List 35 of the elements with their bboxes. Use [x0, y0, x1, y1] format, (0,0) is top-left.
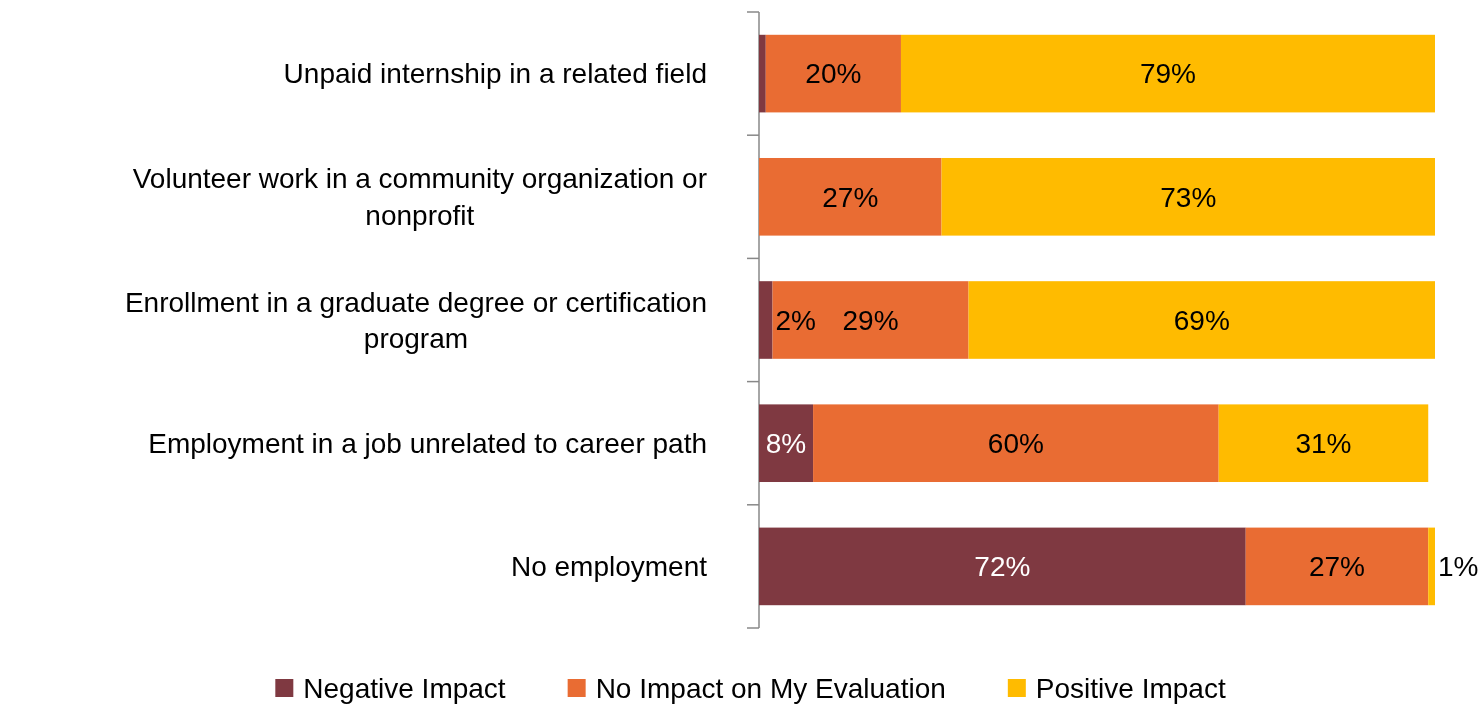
data-label: 73%: [1160, 181, 1217, 213]
data-label: 27%: [1308, 551, 1365, 583]
bar: [759, 157, 942, 236]
bar: [759, 34, 766, 113]
data-label: 20%: [805, 58, 862, 90]
bar: [759, 527, 1246, 606]
data-label: 1%: [1438, 551, 1479, 583]
bar: [1428, 527, 1435, 606]
data-label: 69%: [1173, 304, 1230, 336]
data-label: 8%: [765, 428, 807, 459]
data-label: 2%: [775, 304, 816, 336]
bar: [772, 281, 969, 359]
data-label: 31%: [1295, 428, 1352, 459]
bar: [759, 281, 773, 359]
data-label: 72%: [974, 551, 1031, 583]
data-label: 29%: [842, 304, 899, 336]
legend-label: Negative Impact: [303, 673, 506, 704]
bar: [968, 281, 1435, 359]
bar: [813, 404, 1219, 483]
data-label: 27%: [822, 181, 879, 213]
bar: [1218, 404, 1429, 483]
bar: [900, 34, 1435, 113]
bar: [941, 157, 1435, 236]
bar: [1245, 527, 1429, 606]
legend-label: No Impact on My Evaluation: [595, 673, 946, 704]
y-tick-label: Enrollment in a graduate degree or certification program: [124, 286, 707, 354]
y-tick-label: No employment: [510, 551, 708, 583]
bar: [759, 404, 814, 483]
bar: [765, 34, 901, 113]
y-tick-label: Unpaid internship in a related field: [283, 58, 707, 90]
y-tick-label: Volunteer work in a community organization or nonprofit: [132, 163, 707, 231]
legend-label: Positive Impact: [1035, 673, 1226, 704]
y-tick-label: Employment in a job unrelated to career path: [148, 428, 707, 459]
data-label: 79%: [1139, 58, 1196, 90]
data-label: 60%: [987, 428, 1044, 459]
